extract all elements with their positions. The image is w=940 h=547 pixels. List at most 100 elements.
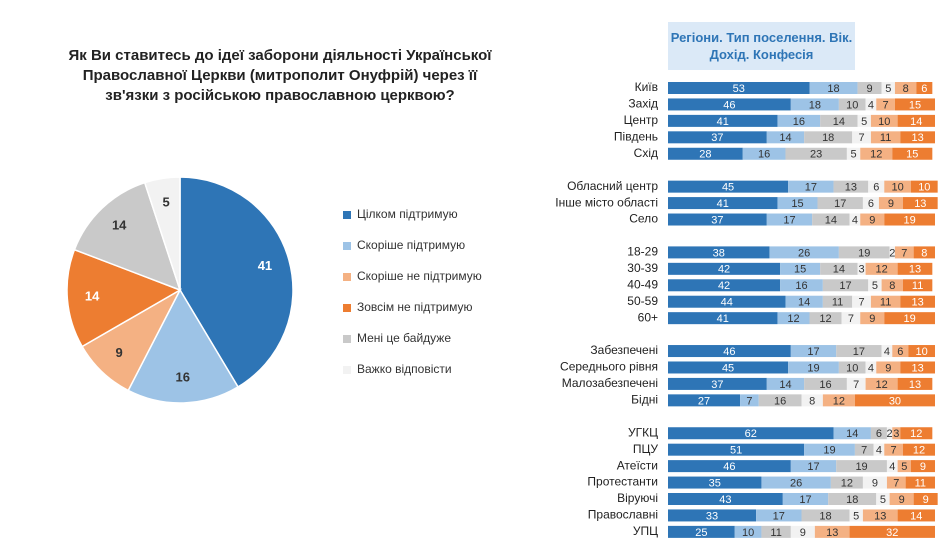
data-label: 9 (899, 494, 905, 506)
data-label: 13 (912, 132, 924, 144)
data-label: 2 (889, 247, 895, 259)
data-label: 30 (889, 395, 901, 407)
data-label: 12 (870, 149, 882, 161)
bar-segment (878, 197, 903, 210)
data-label: 6 (868, 198, 874, 210)
y-tick-label: УПЦ (633, 524, 658, 538)
data-label: 5 (901, 461, 907, 473)
data-label: 9 (885, 362, 891, 374)
data-label: 7 (883, 99, 889, 111)
bar-segment (902, 279, 933, 292)
data-label: 4 (868, 99, 874, 111)
data-label: 42 (718, 280, 730, 292)
data-label: 14 (910, 116, 922, 128)
data-label: 9 (869, 214, 875, 226)
data-label: 5 (880, 494, 886, 506)
y-tick-label: 50-59 (627, 294, 658, 308)
data-label: 17 (773, 510, 785, 522)
bar-segment (862, 509, 898, 522)
data-label: 37 (711, 379, 723, 391)
data-label: 10 (916, 346, 928, 358)
data-label: 12 (910, 428, 922, 440)
bar-segment (833, 180, 869, 193)
bar-segment (870, 131, 901, 144)
data-label: 16 (758, 149, 770, 161)
bar-segment (900, 295, 935, 308)
bar-segment (817, 197, 863, 210)
legend-label: Мені це байдуже (357, 331, 451, 345)
bar-segment (668, 114, 778, 127)
data-label: 7 (891, 445, 897, 457)
data-label: 25 (695, 527, 707, 539)
bar-segment (838, 361, 866, 374)
pie-slice (73, 181, 182, 292)
bar-segment (838, 98, 866, 111)
bar-segment (876, 98, 895, 111)
bar-segment (865, 377, 898, 390)
bar-segment (668, 361, 789, 374)
bar-segment (876, 361, 901, 374)
bar-segment (900, 131, 935, 144)
legend-swatch (343, 304, 351, 312)
data-label: 46 (723, 99, 735, 111)
bar-segment (777, 197, 818, 210)
data-label: 13 (912, 362, 924, 374)
data-label: 8 (889, 280, 895, 292)
data-label: 5 (872, 280, 878, 292)
data-label: 7 (861, 445, 867, 457)
data-label: 12 (819, 313, 831, 325)
bar-segment (884, 180, 911, 193)
data-label: 4 (868, 362, 874, 374)
data-label: 46 (723, 346, 735, 358)
data-label: 18 (827, 83, 839, 95)
bar-segment (846, 377, 866, 390)
data-label: 13 (826, 527, 838, 539)
legend-label: Важко відповісти (357, 362, 452, 376)
y-tick-label: Православні (588, 508, 658, 522)
legend-label: Цілком підтримую (357, 207, 458, 221)
bar-segment (886, 460, 898, 473)
bar-segment (668, 279, 781, 292)
data-label: 14 (779, 379, 791, 391)
bar-segment (668, 394, 741, 407)
bar-segment (777, 312, 810, 325)
bar-segment (812, 213, 850, 226)
data-label: 5 (851, 149, 857, 161)
bar-segment (820, 114, 858, 127)
data-label: 41 (717, 116, 729, 128)
y-tick-label: Малозабезпечені (562, 376, 658, 390)
bar-segment (870, 427, 887, 440)
bar-segment (897, 114, 935, 127)
data-label: 12 (875, 379, 887, 391)
bar-segment (822, 295, 853, 308)
data-label: 9 (872, 477, 878, 489)
bar-segment (780, 279, 823, 292)
data-label: 19 (823, 445, 835, 457)
bar-segment (913, 246, 935, 259)
y-tick-label: Обласний центр (567, 179, 658, 193)
data-label: 26 (790, 477, 802, 489)
bar-segment (668, 147, 743, 160)
data-label: 46 (723, 461, 735, 473)
data-label: 19 (855, 461, 867, 473)
data-label: 15 (906, 149, 918, 161)
bar-segment (881, 279, 903, 292)
bar-segment (668, 525, 735, 538)
data-label: 5 (853, 510, 859, 522)
bar-segment (668, 377, 767, 390)
bar-segment (889, 246, 895, 259)
bar-segment (894, 98, 935, 111)
y-tick-label: Схід (634, 146, 658, 160)
bar-segment (868, 279, 882, 292)
data-label: 9 (800, 527, 806, 539)
data-label: 6 (897, 346, 903, 358)
data-label: 12 (841, 477, 853, 489)
bar-segment (897, 377, 933, 390)
data-label: 10 (846, 362, 858, 374)
bar-segment (884, 443, 903, 456)
bar-segment (668, 197, 778, 210)
legend-swatch (343, 335, 351, 343)
data-label: 2 (887, 428, 893, 440)
bar-segment (860, 147, 893, 160)
bar-segment (897, 460, 911, 473)
